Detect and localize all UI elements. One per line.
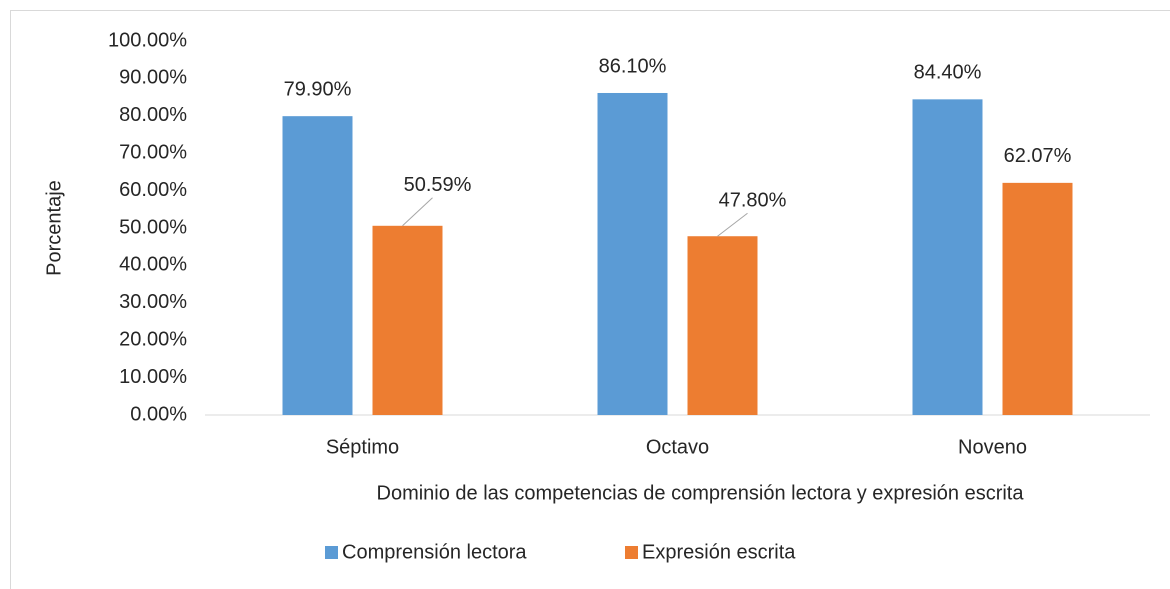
x-axis-label: Dominio de las competencias de comprensi… (377, 482, 1025, 504)
legend-swatch (625, 546, 638, 559)
bar (687, 236, 758, 415)
y-tick-label: 90.00% (119, 67, 187, 89)
legend-label: Comprensión lectora (342, 541, 527, 563)
bar (1002, 182, 1073, 415)
bar (912, 99, 983, 416)
x-tick-label: Noveno (958, 436, 1027, 458)
y-tick-label: 70.00% (119, 141, 187, 163)
chart-border (10, 10, 1170, 589)
data-label: 86.10% (599, 55, 667, 77)
bar (597, 92, 668, 416)
data-label: 84.40% (914, 62, 982, 84)
y-tick-label: 30.00% (119, 291, 187, 313)
y-tick-label: 50.00% (119, 216, 187, 238)
y-tick-label: 60.00% (119, 179, 187, 201)
data-label: 47.80% (719, 190, 787, 212)
y-tick-label: 100.00% (108, 29, 187, 51)
y-tick-label: 40.00% (119, 254, 187, 276)
leader-line (402, 197, 433, 227)
legend-swatch (325, 546, 338, 559)
data-label: 62.07% (1004, 145, 1072, 167)
y-tick-label: 20.00% (119, 328, 187, 350)
legend-label: Expresión escrita (642, 541, 796, 563)
data-label: 50.59% (404, 174, 472, 196)
x-tick-label: Octavo (646, 436, 709, 458)
bar (282, 116, 353, 415)
bar (372, 225, 443, 415)
data-label: 79.90% (284, 78, 352, 100)
y-tick-label: 80.00% (119, 104, 187, 126)
y-tick-label: 0.00% (130, 403, 187, 425)
y-axis-label: Porcentaje (43, 180, 65, 276)
leader-line (717, 212, 748, 237)
x-tick-label: Séptimo (326, 436, 399, 458)
y-tick-label: 10.00% (119, 366, 187, 388)
